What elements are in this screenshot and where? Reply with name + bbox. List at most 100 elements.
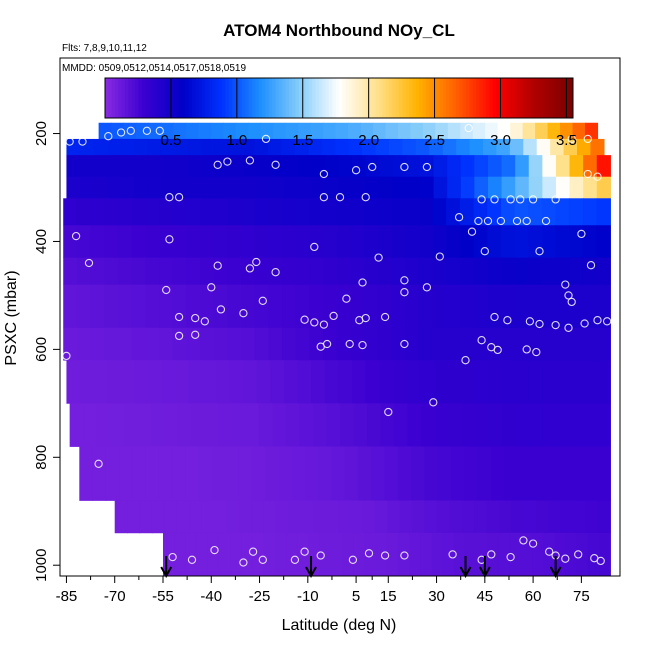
heatmap-cell xyxy=(541,225,557,259)
colorbar-tick-label: 2.0 xyxy=(358,132,379,149)
heatmap-cell xyxy=(187,138,202,156)
heatmap-cell xyxy=(145,284,160,329)
colorbar-cell xyxy=(389,78,393,118)
flights-note: Flts: 7,8,9,10,11,12 xyxy=(62,43,147,54)
heatmap-cell xyxy=(432,198,447,226)
heatmap-cell xyxy=(585,500,599,534)
heatmap-cell xyxy=(351,155,367,178)
heatmap-cell xyxy=(514,327,529,361)
heatmap-cell xyxy=(353,532,365,577)
data-point xyxy=(602,317,612,326)
heatmap-cell xyxy=(161,360,176,404)
colorbar-cell xyxy=(469,78,474,118)
heatmap-cell xyxy=(185,122,199,140)
heatmap-cell xyxy=(127,500,141,534)
heatmap-cell xyxy=(536,138,551,156)
heatmap-cell xyxy=(473,225,488,259)
heatmap-cell xyxy=(295,198,311,226)
heatmap-cell xyxy=(117,284,133,329)
heatmap-cell xyxy=(335,122,349,140)
heatmap-cell xyxy=(273,122,287,140)
data-point xyxy=(62,351,71,361)
heatmap-cell xyxy=(372,122,387,140)
data-point xyxy=(149,534,158,543)
heatmap-cell xyxy=(300,500,314,534)
heatmap-cell xyxy=(596,176,611,199)
heatmap-cell xyxy=(265,446,280,501)
data-point xyxy=(400,339,409,349)
heatmap-cell xyxy=(380,403,395,447)
heatmap-cell xyxy=(437,446,452,501)
colorbar-cell xyxy=(512,78,517,118)
heatmap-cell xyxy=(487,327,502,361)
heatmap-cell xyxy=(299,403,314,447)
data-point xyxy=(358,340,367,350)
data-point xyxy=(516,195,525,204)
heatmap-cell xyxy=(311,176,326,199)
colorbar-cell xyxy=(272,78,276,118)
heatmap-cell xyxy=(104,257,119,286)
heatmap-cell xyxy=(263,500,277,534)
heatmap-cell xyxy=(331,446,346,501)
heatmap-cell xyxy=(485,122,499,140)
heatmap-cell xyxy=(214,138,229,156)
data-point xyxy=(535,319,544,329)
colorbar-cell xyxy=(205,78,210,118)
heatmap-cell xyxy=(377,225,393,259)
heatmap-cell xyxy=(474,500,488,534)
heatmap-cell xyxy=(272,403,287,447)
heatmap-cell xyxy=(541,284,557,329)
data-point xyxy=(187,555,197,564)
heatmap-cell xyxy=(338,155,353,178)
heatmap-cell xyxy=(490,446,505,501)
observation-points xyxy=(62,123,612,567)
heatmap-cell xyxy=(148,176,163,199)
y-axis: 200 400 600 800 1000 xyxy=(33,121,60,582)
heatmap-cell xyxy=(394,403,409,447)
heatmap-cell xyxy=(350,198,365,226)
heatmap-cell xyxy=(599,532,611,577)
heatmap-cell xyxy=(569,176,584,199)
data-point xyxy=(593,172,602,181)
colorbar-cell xyxy=(445,78,450,118)
heatmap-cell xyxy=(295,257,311,286)
heatmap-cell xyxy=(515,176,530,199)
colorbar-cell xyxy=(425,78,430,118)
data-point xyxy=(448,550,457,559)
heatmap-cell xyxy=(486,500,500,534)
colorbar-cell xyxy=(265,78,270,118)
data-point xyxy=(155,126,164,135)
colorbar-cell xyxy=(385,78,390,118)
colorbar-cell xyxy=(325,78,330,118)
colorbar-cell xyxy=(158,78,163,118)
heatmap-cell xyxy=(147,138,162,156)
heatmap-cell xyxy=(104,327,119,361)
data-point xyxy=(400,551,409,560)
colorbar-cell xyxy=(429,78,434,118)
colorbar-cell xyxy=(506,78,510,118)
heatmap-cell xyxy=(282,257,297,286)
heatmap-cell xyxy=(555,176,571,199)
heatmap-cell xyxy=(446,225,461,259)
colorbar-cell xyxy=(532,78,537,118)
heatmap-cell xyxy=(576,532,589,577)
data-point xyxy=(84,258,94,268)
heatmap-cell xyxy=(260,122,274,140)
heatmap-cell xyxy=(405,284,420,329)
x-tick-label: -25 xyxy=(249,588,271,605)
heatmap-cell xyxy=(186,327,201,361)
heatmap-cell xyxy=(229,155,244,178)
data-point xyxy=(300,547,309,556)
colorbar-cell xyxy=(121,78,126,118)
heatmap-cell xyxy=(254,284,269,329)
colorbar-cell xyxy=(382,78,387,118)
data-point xyxy=(506,195,515,204)
heatmap-cell xyxy=(104,284,119,329)
heatmap-cell xyxy=(387,500,401,534)
heatmap-cell xyxy=(227,257,242,286)
heatmap-cell xyxy=(241,532,254,577)
heatmap-cell xyxy=(596,403,611,447)
colorbar-cell xyxy=(352,78,357,118)
data-point xyxy=(374,253,383,262)
heatmap-cell xyxy=(555,284,570,329)
